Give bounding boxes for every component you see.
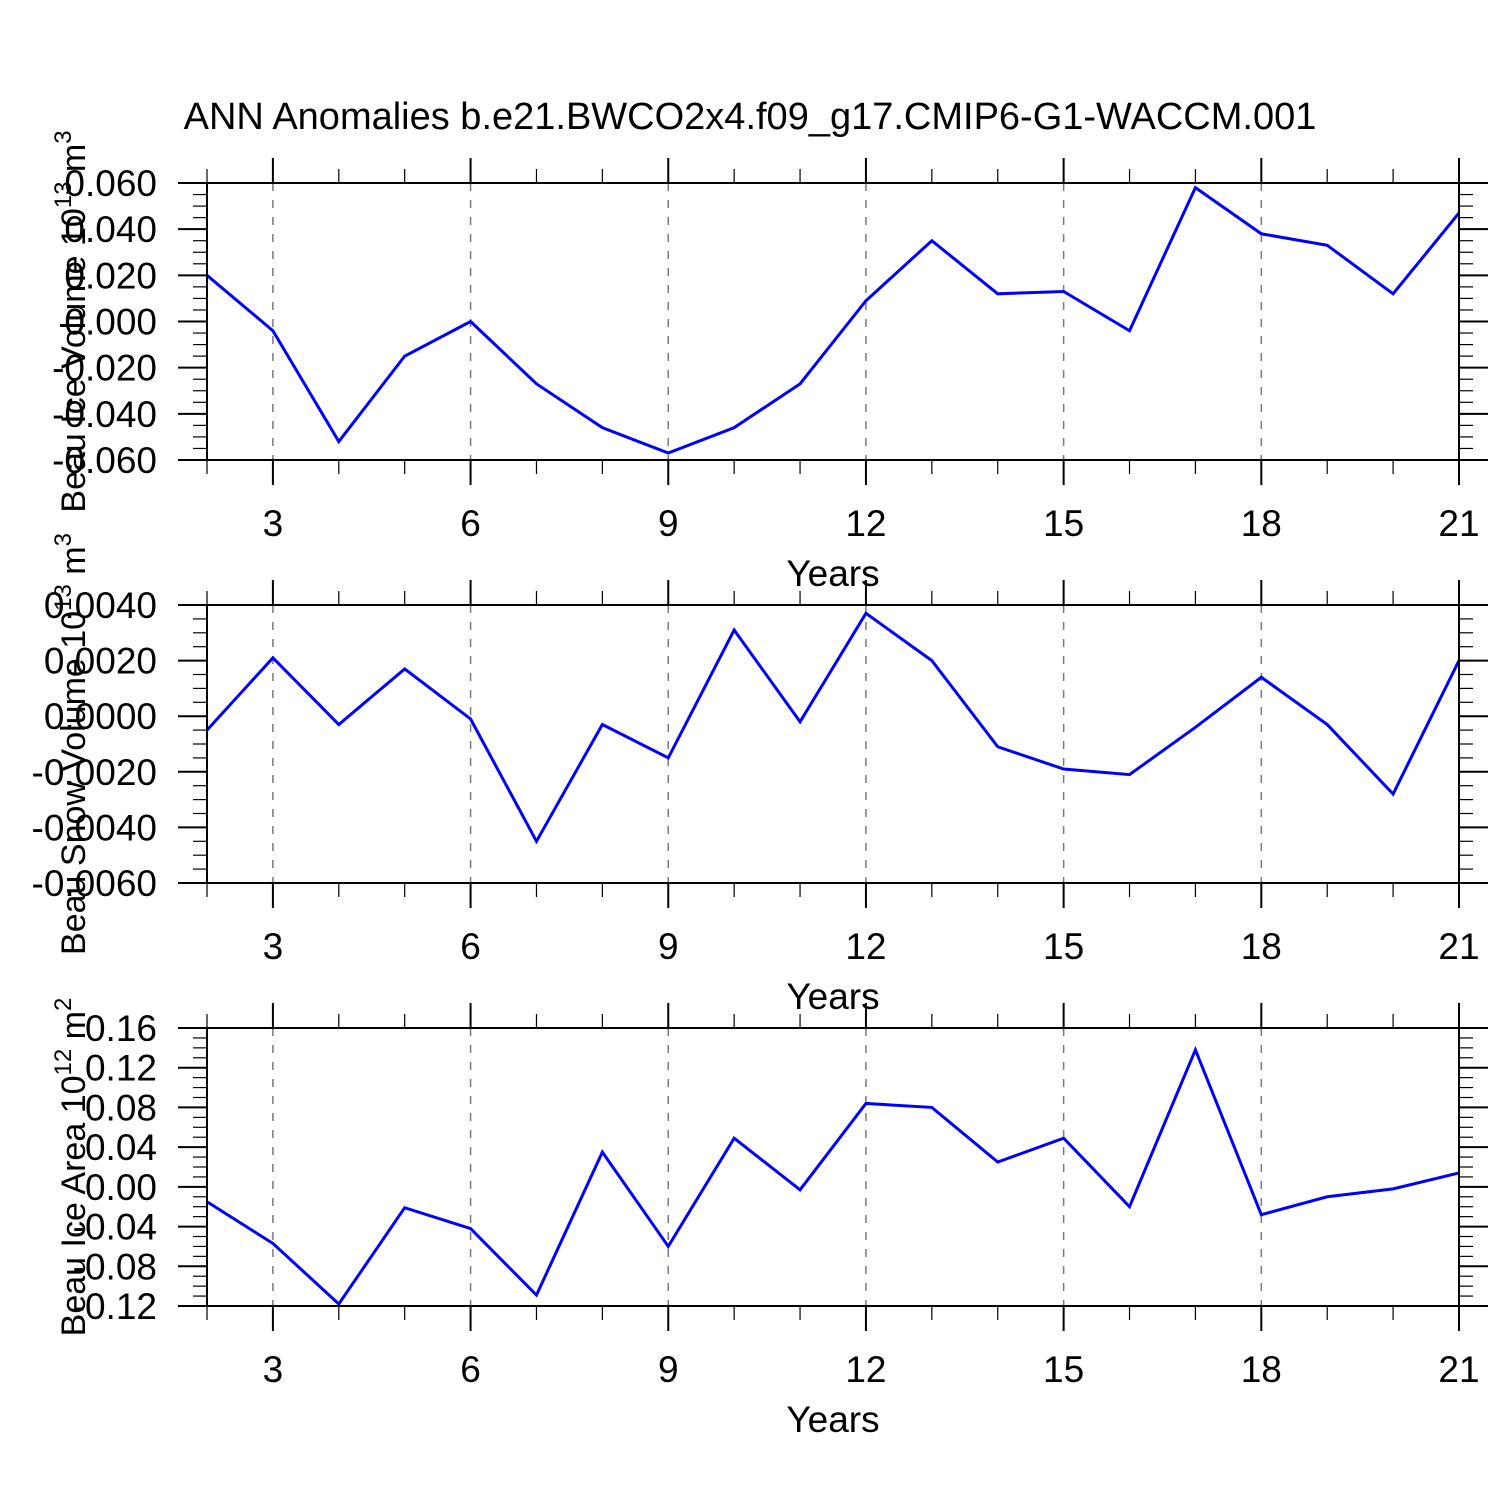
y-tick-label: 0.00 bbox=[85, 1167, 157, 1208]
panel-beau-snow-volume: 3 6 9 12 15 18 21 -0.0060 -0.0040 -0.0020 0.0000 0.… bbox=[32, 533, 1488, 1017]
x-tick-label: 6 bbox=[460, 1349, 481, 1390]
x-tick-label: 9 bbox=[658, 503, 679, 544]
x-tick-label: 3 bbox=[263, 1349, 284, 1390]
y-axis-title: Beau Ice Volume 1013 m3 bbox=[50, 130, 93, 512]
y-tick-label: 0.04 bbox=[85, 1127, 157, 1168]
plot-box bbox=[206, 604, 1460, 884]
x-tick-label: 12 bbox=[845, 926, 886, 967]
x-tick-label: 18 bbox=[1241, 926, 1282, 967]
y-tick-label: 0.16 bbox=[85, 1008, 157, 1049]
y-tick-label: 0.0020 bbox=[44, 641, 157, 682]
x-axis-title: Years bbox=[786, 553, 879, 594]
x-tick-label: 12 bbox=[845, 503, 886, 544]
x-tick-label: 9 bbox=[658, 926, 679, 967]
x-tick-label: 15 bbox=[1043, 926, 1084, 967]
y-tick-label: 0.0040 bbox=[44, 585, 157, 626]
x-tick-label: 3 bbox=[263, 926, 284, 967]
y-tick-label: 0.08 bbox=[85, 1087, 157, 1128]
x-tick-label: 15 bbox=[1043, 503, 1084, 544]
y-tick-label: -0.060 bbox=[52, 440, 157, 481]
y-tick-label: -0.0060 bbox=[32, 863, 158, 904]
y-tick-label: -0.12 bbox=[73, 1286, 157, 1327]
y-tick-label: -0.0040 bbox=[32, 807, 158, 848]
x-tick-label: 21 bbox=[1438, 1349, 1479, 1390]
plot-box bbox=[206, 182, 1460, 461]
series-line bbox=[206, 1045, 1460, 1307]
panel-beau-ice-area: 3 6 9 12 15 18 21-0.12-0.08-0.040.000.040.080.… bbox=[50, 998, 1488, 1440]
y-tick-label: 0.0000 bbox=[44, 696, 157, 737]
x-axis-title: Years bbox=[786, 976, 879, 1017]
x-axis-title: Years bbox=[786, 1399, 879, 1440]
y-tick-label: -0.0020 bbox=[32, 752, 158, 793]
plot-box bbox=[206, 1027, 1460, 1307]
x-tick-label: 6 bbox=[460, 926, 481, 967]
y-axis-title: Beau Ice Area 1012 m2 bbox=[50, 998, 93, 1337]
y-tick-label: -0.08 bbox=[73, 1246, 157, 1287]
x-tick-label: 3 bbox=[263, 503, 284, 544]
x-tick-label: 18 bbox=[1241, 1349, 1282, 1390]
x-tick-label: 12 bbox=[845, 1349, 886, 1390]
y-tick-label: 0.060 bbox=[64, 163, 157, 204]
y-tick-label: 0.020 bbox=[64, 255, 157, 296]
y-tick-label: -0.040 bbox=[52, 394, 157, 435]
x-tick-label: 6 bbox=[460, 503, 481, 544]
y-tick-label: -0.04 bbox=[73, 1207, 157, 1248]
y-tick-label: 0.040 bbox=[64, 209, 157, 250]
x-tick-label: 9 bbox=[658, 1349, 679, 1390]
y-axis-title: Beau Snow Volume 1013 m3 bbox=[50, 533, 93, 955]
y-tick-label: -0.020 bbox=[52, 348, 157, 389]
y-tick-label: 0.000 bbox=[64, 302, 157, 343]
panel-beau-ice-volume: 3 6 9 12 15 18 21 -0.060 -0.040 -0.020 0.000 0.020 0… bbox=[50, 130, 1488, 594]
x-tick-label: 21 bbox=[1438, 926, 1479, 967]
y-tick-label: 0.12 bbox=[85, 1048, 157, 1089]
series-line bbox=[206, 185, 1461, 455]
x-tick-label: 15 bbox=[1043, 1349, 1084, 1390]
x-tick-label: 21 bbox=[1438, 503, 1479, 544]
series-line bbox=[205, 611, 1461, 845]
x-tick-label: 18 bbox=[1241, 503, 1282, 544]
chart-title: ANN Anomalies b.e21.BWCO2x4.f09_g17.CMIP… bbox=[183, 96, 1317, 138]
